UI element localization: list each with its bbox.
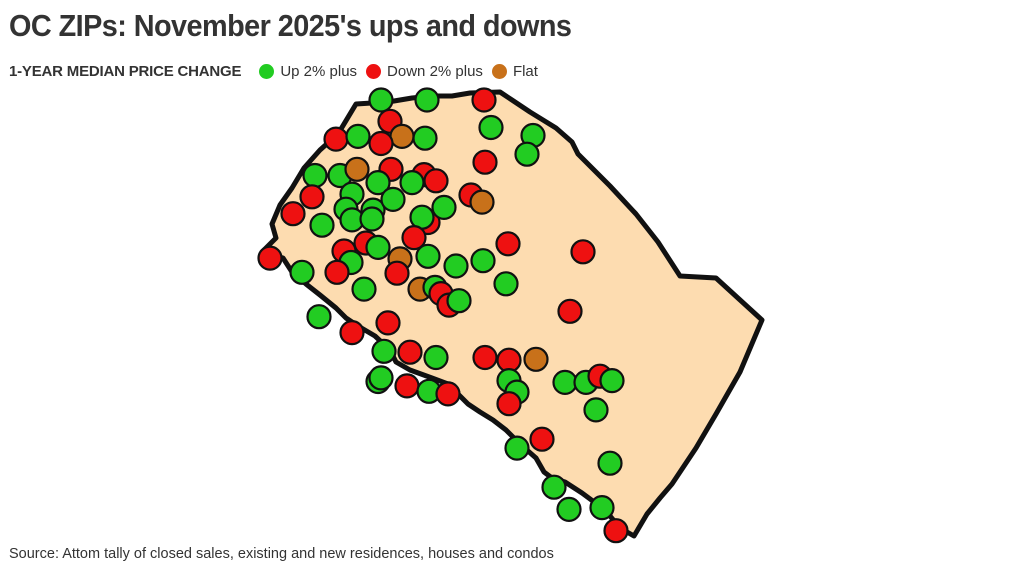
- zip-marker-down: [557, 298, 583, 324]
- zip-marker-up: [415, 243, 441, 269]
- zip-marker-up: [443, 253, 469, 279]
- zip-marker-up: [583, 397, 609, 423]
- zip-markers: [257, 87, 629, 544]
- zip-marker-up: [556, 496, 582, 522]
- zip-marker-up: [371, 338, 397, 364]
- zip-marker-down: [397, 339, 423, 365]
- legend-item-up: Up 2% plus: [259, 63, 357, 80]
- zip-marker-up: [380, 186, 406, 212]
- zip-marker-up: [365, 170, 391, 196]
- zip-marker-up: [552, 369, 578, 395]
- zip-marker-up: [414, 87, 440, 113]
- zip-marker-flat: [344, 156, 370, 182]
- legend-swatch-down: [366, 63, 382, 79]
- zip-marker-down: [435, 381, 461, 407]
- chart-title: OC ZIPs: November 2025's ups and downs: [9, 8, 572, 43]
- zip-marker-up: [306, 304, 332, 330]
- zip-marker-down: [570, 239, 596, 265]
- legend-title: 1-YEAR MEDIAN PRICE CHANGE: [9, 62, 242, 80]
- zip-marker-up: [399, 170, 425, 196]
- zip-marker-up: [478, 114, 504, 141]
- zip-marker-down: [423, 168, 449, 194]
- zip-marker-down: [324, 259, 350, 285]
- zip-marker-down: [401, 225, 427, 251]
- legend-item-flat: Flat: [491, 62, 538, 80]
- zip-marker-flat: [389, 123, 415, 149]
- zip-marker-up: [351, 276, 377, 302]
- zip-marker-up: [309, 212, 335, 238]
- zip-marker-up: [302, 162, 328, 189]
- legend-label-flat: Flat: [512, 62, 538, 80]
- source-note: Source: Attom tally of closed sales, exi…: [9, 546, 554, 562]
- orange-county-outline: [259, 89, 765, 539]
- zip-marker-up: [541, 474, 567, 500]
- zip-marker-down: [394, 373, 420, 399]
- zip-marker-up: [504, 435, 530, 461]
- zip-marker-up: [431, 194, 457, 220]
- zip-marker-down: [323, 126, 349, 152]
- legend-swatch-flat: [491, 63, 507, 79]
- zip-marker-up: [359, 206, 385, 232]
- zip-marker-up: [368, 87, 394, 113]
- zip-marker-down: [495, 231, 521, 257]
- legend-swatch-up: [259, 63, 275, 79]
- zip-marker-down: [496, 391, 522, 417]
- zip-marker-flat: [469, 189, 495, 215]
- zip-marker-down: [299, 184, 325, 210]
- zip-marker-up: [470, 248, 496, 274]
- legend-label-up: Up 2% plus: [280, 62, 358, 80]
- zip-marker-down: [529, 426, 555, 452]
- legend-label-down: Down 2% plus: [387, 62, 483, 80]
- zip-marker-down: [375, 310, 401, 336]
- zip-marker-up: [446, 288, 472, 314]
- legend-item-down: Down 2% plus: [366, 63, 483, 80]
- zip-marker-up: [365, 234, 391, 260]
- zip-marker-down: [472, 149, 498, 175]
- zip-marker-up: [597, 450, 623, 476]
- zip-marker-down: [280, 201, 306, 227]
- zip-marker-down: [339, 320, 365, 346]
- legend: 1-YEAR MEDIAN PRICE CHANGE Up 2% plus Do…: [9, 60, 547, 82]
- zip-marker-down: [384, 260, 410, 286]
- zip-marker-up: [289, 259, 315, 285]
- zip-marker-up: [589, 495, 615, 521]
- zip-marker-up: [493, 271, 519, 297]
- zip-marker-down: [472, 344, 498, 371]
- zip-marker-up: [345, 123, 371, 149]
- zip-marker-down: [603, 518, 629, 544]
- zip-marker-up: [412, 125, 438, 151]
- zip-marker-up: [368, 365, 394, 391]
- zip-marker-down: [368, 130, 394, 157]
- zip-marker-up: [514, 141, 540, 167]
- zip-marker-up: [423, 344, 449, 371]
- zip-marker-down: [257, 245, 283, 271]
- zip-marker-flat: [523, 346, 549, 372]
- zip-marker-down: [471, 87, 497, 113]
- zip-marker-up: [599, 368, 625, 394]
